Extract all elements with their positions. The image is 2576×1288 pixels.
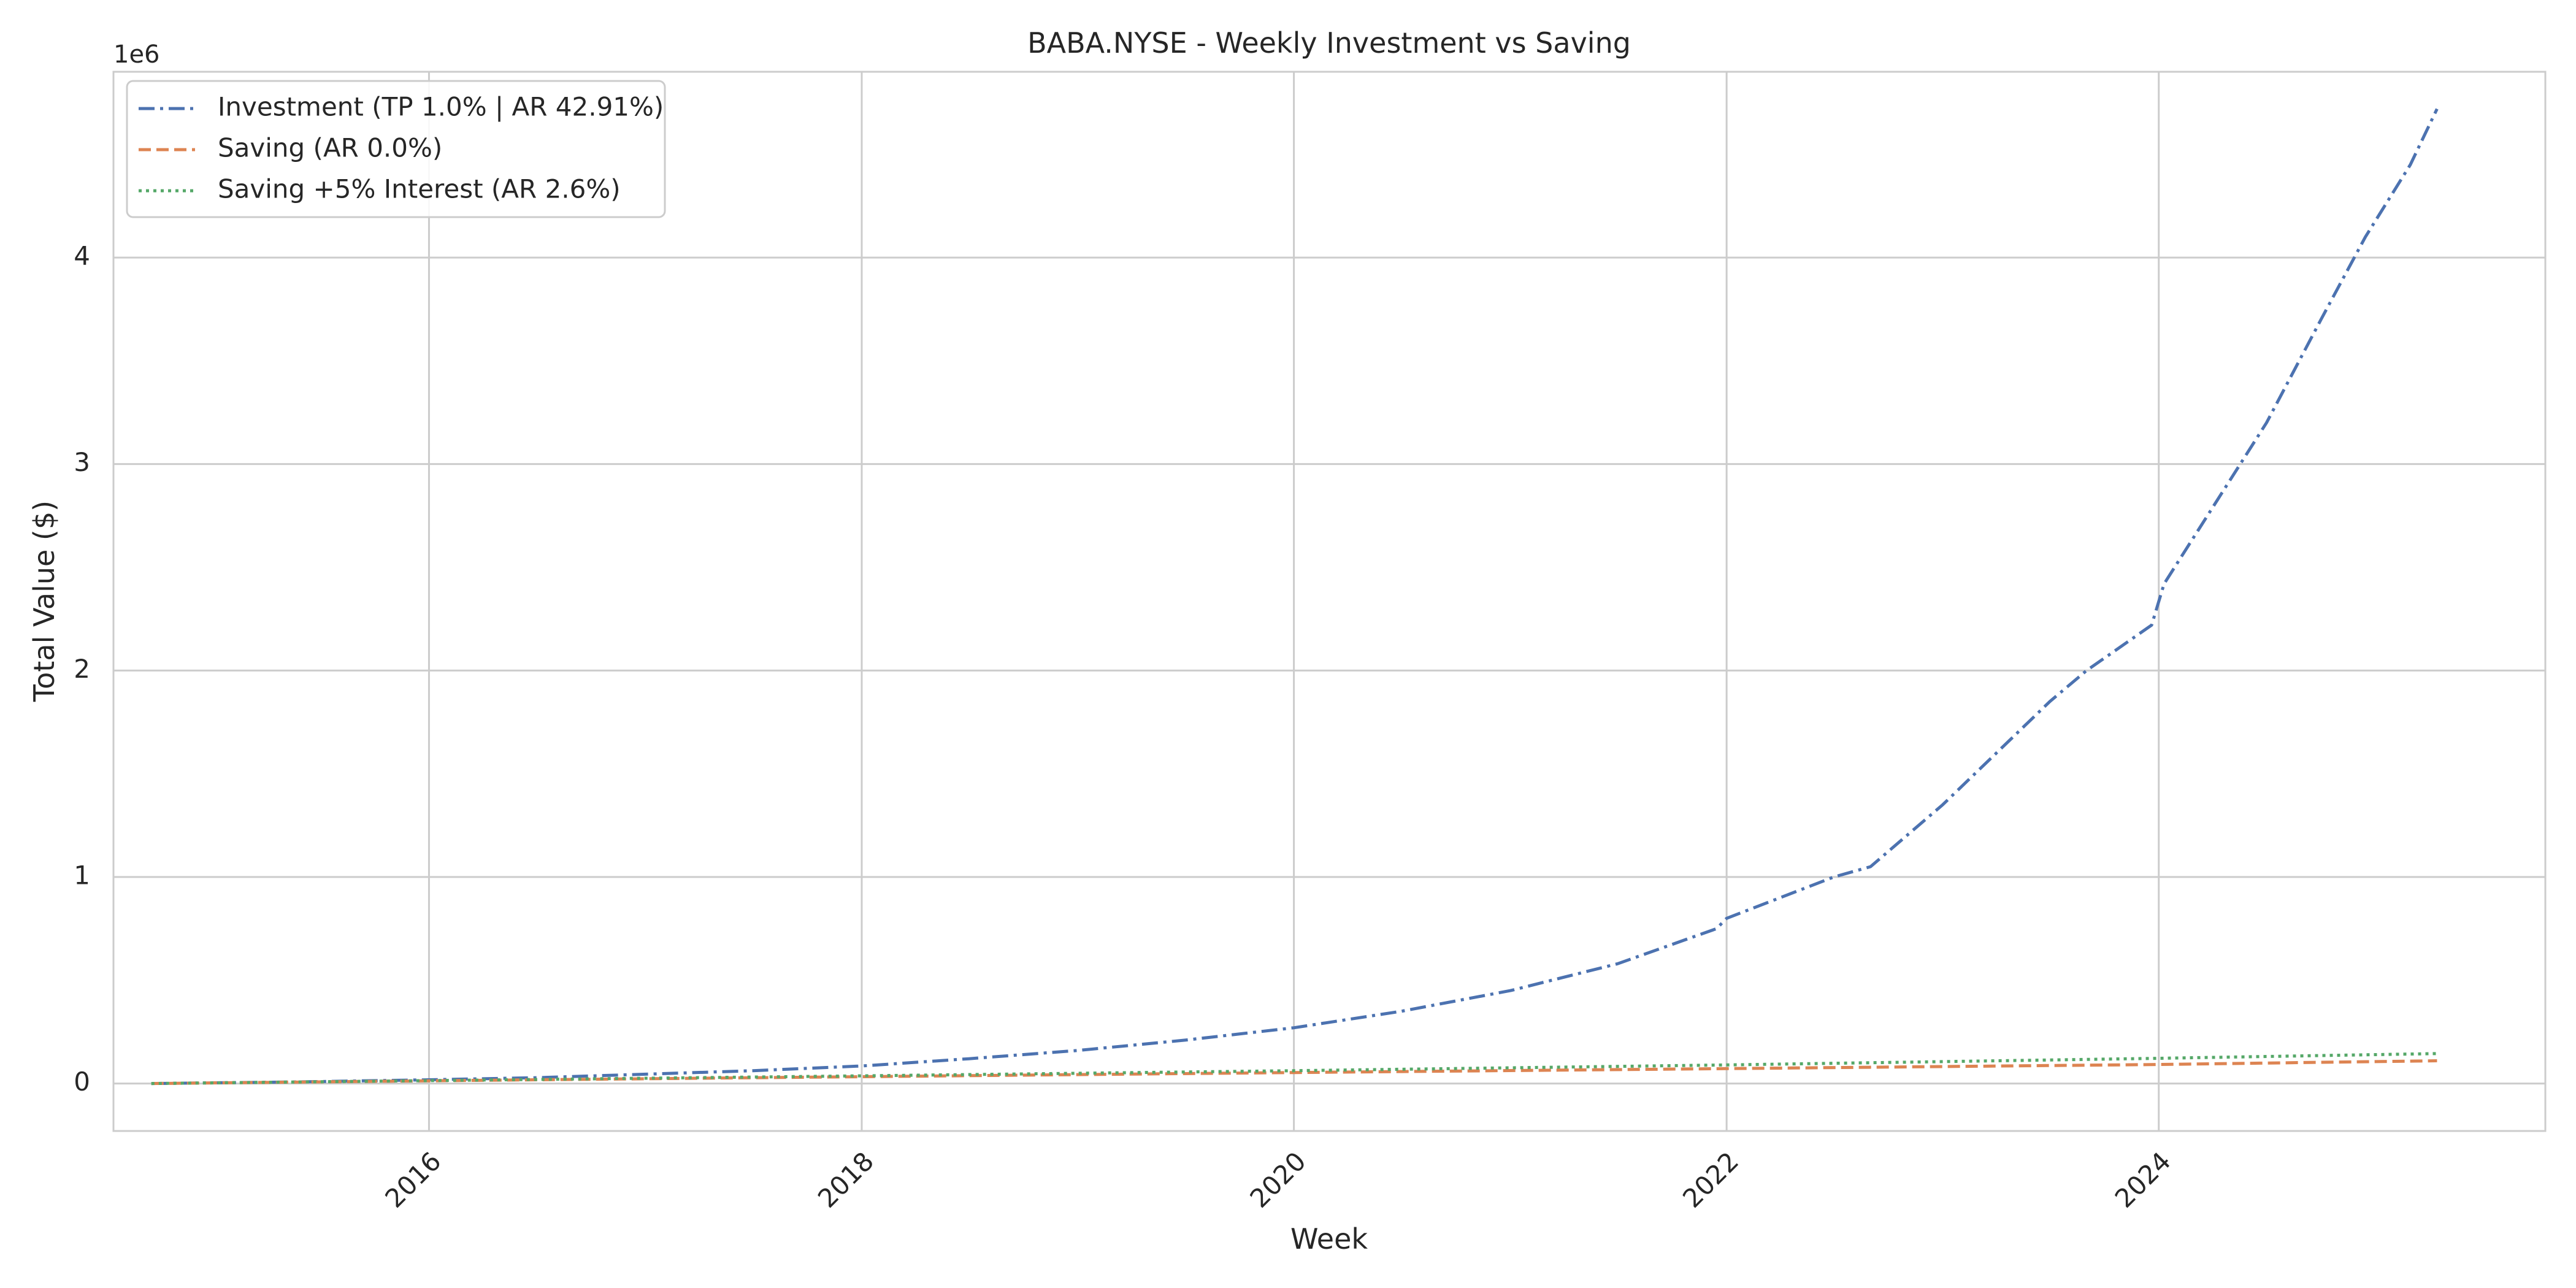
series-line-3 [151,1052,2437,1086]
series-lines [151,108,2439,1086]
legend-label: Saving +5% Interest (AR 2.6%) [218,174,621,204]
y-tick-label: 4 [74,240,90,270]
legend-items: Investment (TP 1.0% | AR 42.91%) Saving (… [139,92,664,204]
plot-area-frame [112,71,2547,1132]
x-axis-label: Week [1290,1222,1368,1255]
legend: Investment (TP 1.0% | AR 42.91%) Saving (… [126,80,666,218]
y-axis-label: Total Value ($) [28,500,61,702]
y-tick-label: 2 [74,654,90,684]
legend-label: Investment (TP 1.0% | AR 42.91%) [218,92,664,122]
y-tick-label: 3 [74,447,90,477]
chart-title: BABA.NYSE - Weekly Investment vs Saving [1027,26,1631,59]
series-line-1 [151,108,2439,1086]
y-tick-label: 0 [74,1067,90,1097]
series-line-2 [151,1059,2437,1086]
legend-box [126,80,666,218]
grid-lines [113,72,2545,1131]
y-axis-multiplier: 1e6 [113,40,160,69]
legend-label: Saving (AR 0.0%) [218,133,442,163]
y-tick-labels: 0 1 2 3 4 [74,240,90,1097]
y-tick-label: 1 [74,860,90,890]
